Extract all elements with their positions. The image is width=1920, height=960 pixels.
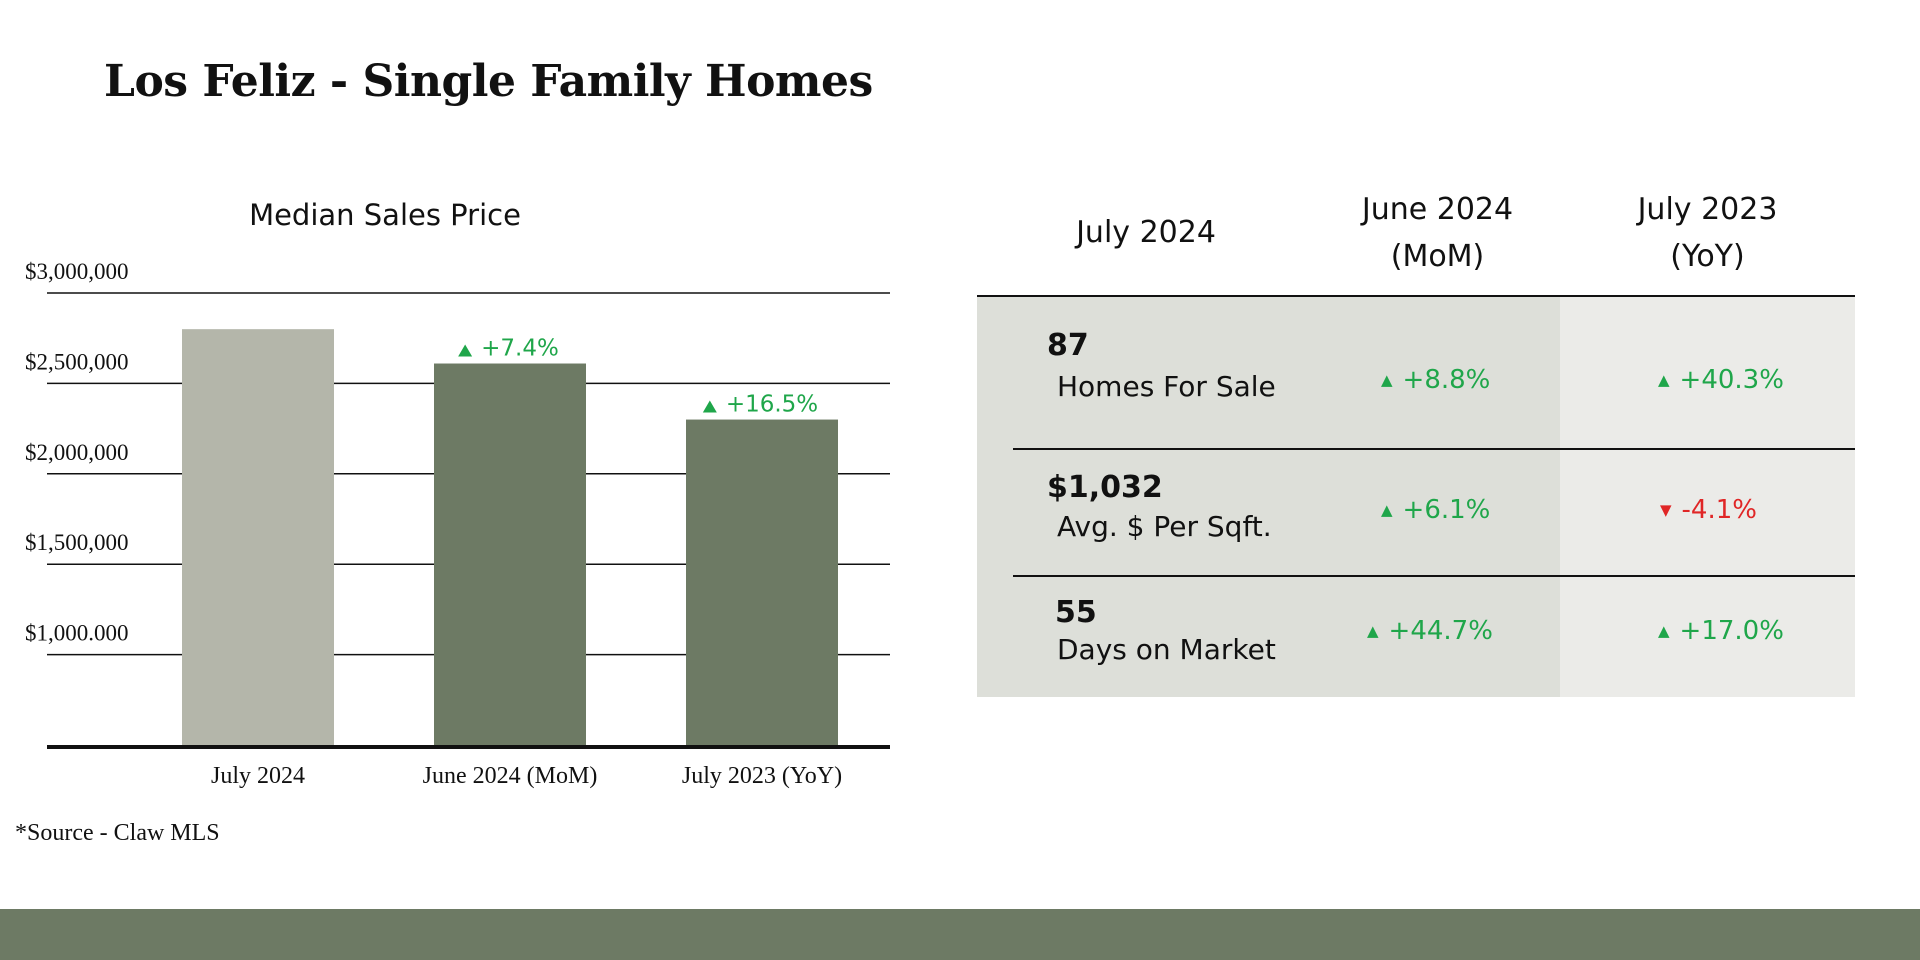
triangle-up-icon: ▲ xyxy=(1381,501,1393,519)
homes-for-sale-label: Homes For Sale xyxy=(1057,370,1276,403)
triangle-up-icon xyxy=(458,344,473,357)
y-tick-label: $1,500,000 xyxy=(25,530,129,555)
price-per-sqft-mom-text: +6.1% xyxy=(1402,495,1491,525)
footer-bar xyxy=(0,909,1920,960)
bar-july-2023-yoy xyxy=(686,419,838,745)
stats-header-yoy-line2: (YoY) xyxy=(1670,239,1745,274)
price-per-sqft-yoy-text: -4.1% xyxy=(1681,495,1757,525)
days-on-market-mom-change: ▲ +44.7% xyxy=(1367,616,1493,646)
x-tick-label: June 2024 (MoM) xyxy=(423,763,598,789)
x-tick-label: July 2024 xyxy=(211,763,305,789)
stats-table: July 2024 June 2024 (MoM) July 2023 (YoY… xyxy=(977,190,1855,700)
price-per-sqft-label: Avg. $ Per Sqft. xyxy=(1057,510,1272,543)
homes-for-sale-mom-text: +8.8% xyxy=(1402,365,1491,395)
homes-for-sale-yoy-change: ▲ +40.3% xyxy=(1658,365,1784,395)
x-tick-label: July 2023 (YoY) xyxy=(682,763,842,789)
days-on-market-label: Days on Market xyxy=(1057,633,1276,666)
stats-header-yoy-line1: July 2023 xyxy=(1637,192,1778,227)
stats-header-current-line1: July 2024 xyxy=(1076,215,1216,250)
stats-row-divider xyxy=(1013,575,1855,577)
y-tick-label: $2,000,000 xyxy=(25,440,129,465)
homes-for-sale-yoy-text: +40.3% xyxy=(1679,365,1784,395)
median-sales-price-chart: $1,000.000 $1,500,000 $2,000,000 $2,500,000… xyxy=(25,259,890,789)
y-tick-label: $2,500,000 xyxy=(25,349,129,374)
stats-column-yoy-bg xyxy=(1560,297,1855,697)
chart-title: Median Sales Price xyxy=(249,198,521,232)
price-per-sqft-yoy-change: ▼ -4.1% xyxy=(1660,495,1757,525)
days-on-market-value: 55 xyxy=(1055,595,1097,630)
bar-july-2024 xyxy=(182,329,334,745)
stats-header-mom-line1: June 2024 xyxy=(1361,192,1514,227)
triangle-up-icon: ▲ xyxy=(1658,371,1670,389)
bar-june-2024-mom xyxy=(434,363,586,745)
bar-change-label: +16.5% xyxy=(726,392,818,418)
stats-header-divider xyxy=(977,295,1855,297)
triangle-down-icon: ▼ xyxy=(1660,501,1672,519)
stats-header-mom-line2: (MoM) xyxy=(1390,239,1485,274)
triangle-up-icon: ▲ xyxy=(1381,371,1393,389)
stats-header-current: July 2024 xyxy=(977,209,1315,256)
stats-row-divider xyxy=(1013,448,1855,450)
source-note: *Source - Claw MLS xyxy=(15,820,220,846)
days-on-market-mom-text: +44.7% xyxy=(1388,616,1493,646)
page-title: Los Feliz - Single Family Homes xyxy=(104,56,873,107)
y-tick-label: $1,000.000 xyxy=(25,621,129,646)
triangle-up-icon xyxy=(702,400,717,413)
price-per-sqft-value: $1,032 xyxy=(1047,470,1163,505)
stats-header-yoy: July 2023 (YoY) xyxy=(1560,186,1855,280)
price-per-sqft-mom-change: ▲ +6.1% xyxy=(1381,495,1490,525)
days-on-market-yoy-change: ▲ +17.0% xyxy=(1658,616,1784,646)
stats-column-mom-bg xyxy=(1315,297,1560,697)
homes-for-sale-value: 87 xyxy=(1047,328,1089,363)
triangle-up-icon: ▲ xyxy=(1658,622,1670,640)
y-tick-label: $3,000,000 xyxy=(25,259,129,284)
triangle-up-icon: ▲ xyxy=(1367,622,1379,640)
days-on-market-yoy-text: +17.0% xyxy=(1679,616,1784,646)
stats-header-mom: June 2024 (MoM) xyxy=(1315,186,1560,280)
stats-column-current-bg xyxy=(977,297,1315,697)
bar-change-label: +7.4% xyxy=(481,336,559,362)
homes-for-sale-mom-change: ▲ +8.8% xyxy=(1381,365,1490,395)
